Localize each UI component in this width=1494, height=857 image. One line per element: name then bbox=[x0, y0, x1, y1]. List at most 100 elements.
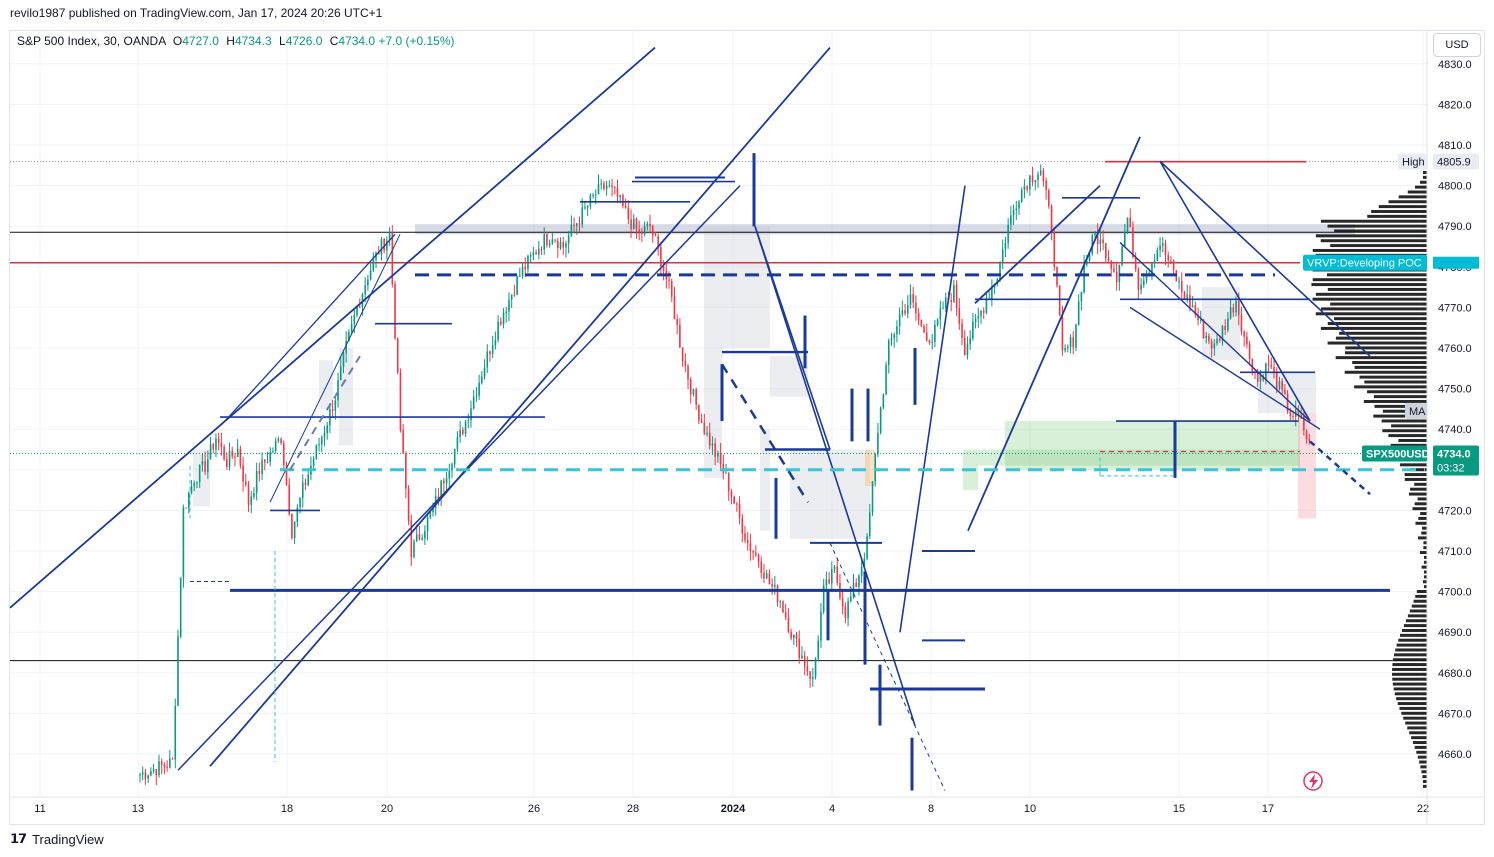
volume-bar bbox=[1388, 434, 1427, 438]
candle-body bbox=[307, 474, 310, 485]
volume-bar bbox=[1407, 614, 1427, 618]
candle-body bbox=[822, 585, 825, 612]
volume-bar bbox=[1411, 736, 1427, 740]
candle-body bbox=[627, 207, 630, 220]
y-tick-label: 4680.0 bbox=[1438, 668, 1472, 680]
volume-bar bbox=[1315, 292, 1427, 296]
candle-body bbox=[443, 480, 445, 484]
candle-body bbox=[955, 284, 958, 308]
high-value-tag-text: 4805.9 bbox=[1437, 157, 1471, 169]
candle-body bbox=[768, 573, 771, 585]
volume-bar bbox=[1424, 570, 1427, 574]
projection-dashed bbox=[1309, 440, 1371, 496]
currency-button[interactable]: USD bbox=[1433, 33, 1481, 57]
candle-body bbox=[500, 321, 502, 325]
candle-body bbox=[725, 472, 727, 474]
volume-bar bbox=[1417, 755, 1427, 759]
candle-body bbox=[475, 395, 478, 397]
candle-body bbox=[293, 521, 296, 539]
low-label: L bbox=[279, 34, 286, 48]
candle-body bbox=[969, 338, 971, 345]
candle-body bbox=[741, 517, 744, 534]
candle-body bbox=[426, 517, 429, 532]
current-price-tag-box bbox=[1433, 445, 1479, 462]
volume-bar bbox=[1327, 322, 1427, 326]
volume-bar bbox=[1327, 224, 1427, 228]
symbol-tag-text: SPX500USD bbox=[1366, 449, 1430, 461]
candle-body bbox=[611, 185, 613, 188]
tradingview-brand[interactable]: 𝟭𝟳 TradingView bbox=[10, 831, 104, 847]
candle-body bbox=[505, 311, 508, 314]
brand-name: TradingView bbox=[32, 831, 104, 847]
candle-body bbox=[377, 252, 380, 255]
lightning-icon bbox=[1303, 771, 1323, 791]
candle-body bbox=[1086, 260, 1088, 265]
volume-bar bbox=[1414, 185, 1427, 189]
symbol-legend[interactable]: S&P 500 Index, 30, OANDA O4727.0 H4734.3… bbox=[17, 34, 455, 48]
candle-body bbox=[749, 543, 752, 551]
candle-body bbox=[584, 207, 586, 209]
candle-body bbox=[809, 671, 811, 680]
y-tick-label: 4770.0 bbox=[1438, 302, 1472, 314]
volume-bar bbox=[1398, 195, 1427, 199]
shade-layer bbox=[193, 224, 1355, 539]
candle-body bbox=[405, 453, 407, 489]
volume-bar bbox=[1320, 326, 1427, 330]
candle-body bbox=[944, 297, 947, 309]
y-tick-label: 4740.0 bbox=[1438, 424, 1472, 436]
candle-body bbox=[179, 577, 182, 637]
candle-body bbox=[695, 389, 697, 405]
candle-body bbox=[1224, 326, 1226, 331]
volume-bar bbox=[1354, 385, 1427, 389]
candle-body bbox=[527, 255, 529, 270]
candle-body bbox=[1232, 307, 1235, 313]
candle-body bbox=[589, 195, 592, 206]
candle-body bbox=[1029, 175, 1031, 190]
volume-bar bbox=[1399, 706, 1427, 710]
candle-body bbox=[367, 279, 369, 286]
volume-bar bbox=[1344, 351, 1427, 355]
volume-bar bbox=[1339, 331, 1427, 335]
candle-body bbox=[497, 321, 499, 340]
candle-body bbox=[253, 492, 255, 497]
candle-body bbox=[730, 491, 733, 497]
countdown-tag-box bbox=[1433, 460, 1479, 476]
candle-body bbox=[855, 583, 858, 588]
candle-body bbox=[877, 432, 879, 455]
candle-body bbox=[635, 218, 638, 230]
candle-body bbox=[890, 338, 893, 341]
candle-body bbox=[828, 579, 830, 584]
candle-body bbox=[698, 404, 700, 421]
trend-line bbox=[177, 185, 741, 771]
highlight-zone bbox=[319, 360, 333, 409]
candle-body bbox=[407, 488, 410, 522]
volume-bar bbox=[1421, 565, 1427, 569]
candle-body bbox=[242, 465, 244, 482]
candle-body bbox=[657, 236, 659, 247]
trend-line bbox=[1119, 241, 1311, 422]
x-tick-label: 4 bbox=[829, 803, 835, 815]
candle-body bbox=[1180, 281, 1183, 292]
candle-body bbox=[269, 451, 272, 462]
candle-body bbox=[755, 552, 757, 555]
candle-body bbox=[752, 550, 754, 553]
candle-body bbox=[1077, 301, 1080, 325]
candle-body bbox=[641, 231, 643, 235]
candle-body bbox=[744, 533, 746, 541]
volume-bar bbox=[1420, 180, 1427, 184]
candle-body bbox=[1240, 314, 1243, 332]
candle-body bbox=[481, 376, 483, 383]
volume-bar bbox=[1413, 599, 1427, 603]
candle-body bbox=[782, 601, 784, 613]
candle-body bbox=[684, 360, 687, 366]
x-tick-label: 11 bbox=[34, 803, 45, 815]
candle-body bbox=[250, 496, 253, 505]
trend-line bbox=[1159, 160, 1311, 422]
volume-bar bbox=[1409, 731, 1427, 735]
trend-line bbox=[967, 136, 1141, 532]
candle-body bbox=[209, 444, 212, 460]
candle-body bbox=[757, 554, 760, 562]
candle-body bbox=[556, 240, 559, 249]
candle-body bbox=[1237, 300, 1240, 315]
